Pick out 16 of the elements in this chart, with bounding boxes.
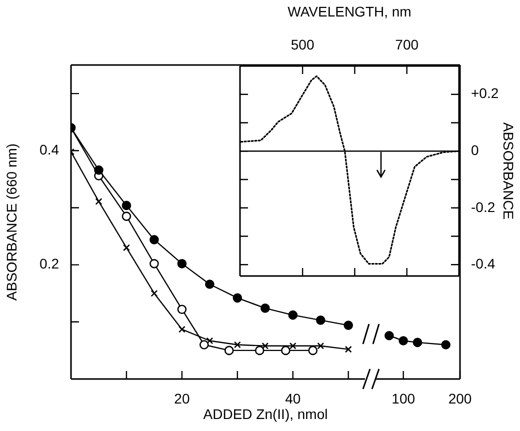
- y2-axis-title: ABSORBANCE: [500, 122, 517, 220]
- x-tick-label: 500: [290, 36, 314, 52]
- y-tick-label: 0.4: [40, 141, 60, 158]
- y-tick-label: 0.2: [40, 256, 60, 272]
- x-axis-title: ADDED Zn(II), nmol: [202, 406, 329, 422]
- x-tick-label: 100: [392, 390, 416, 406]
- x-tick-label: 20: [174, 390, 190, 406]
- x-tick-label: 200: [448, 390, 472, 406]
- x-tick-label: 40: [285, 390, 301, 406]
- x-tick-label: 700: [395, 36, 419, 52]
- y2-tick-label: 0: [471, 142, 479, 158]
- x-axis-title: WAVELENGTH, nm: [288, 3, 412, 20]
- y2-tick-label: -0.4: [471, 256, 496, 272]
- y-axis-title: ABSORBANCE (660 nm): [3, 143, 20, 301]
- y2-tick-label: +0.2: [471, 85, 499, 102]
- y2-tick-label: -0.2: [471, 198, 496, 215]
